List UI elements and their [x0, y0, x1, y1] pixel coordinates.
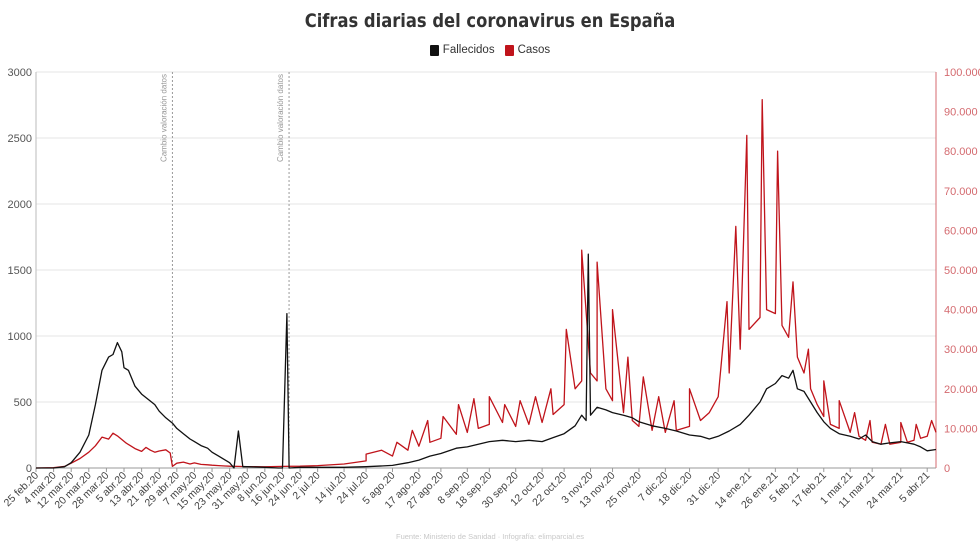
- right-axis-tick-label: 50.000: [944, 265, 978, 277]
- right-axis-tick-label: 60.000: [944, 225, 978, 237]
- right-axis-tick-label: 80.000: [944, 146, 978, 158]
- left-axis-tick-label: 0: [26, 463, 32, 475]
- legend-item-casos[interactable]: Casos: [504, 44, 551, 56]
- legend-swatch-casos: [504, 44, 514, 56]
- left-axis-tick-label: 2500: [8, 133, 32, 145]
- legend-item-fallecidos[interactable]: Fallecidos: [429, 44, 495, 56]
- legend-swatch-fallecidos: [429, 44, 439, 56]
- right-axis-tick-label: 20.000: [944, 384, 978, 396]
- chart-title: Cifras diarias del coronavirus en España: [304, 10, 676, 32]
- left-axis-tick-label: 2000: [8, 199, 32, 211]
- right-axis-tick-label: 40.000: [944, 305, 978, 317]
- right-axis-tick-label: 70.000: [944, 186, 978, 198]
- series-line-casos: [35, 99, 937, 469]
- legend-label-casos: Casos: [517, 44, 551, 56]
- right-axis-tick-label: 100.000: [944, 67, 980, 79]
- right-axis-tick-label: 10.000: [944, 423, 978, 435]
- left-axis-tick-label: 1000: [8, 331, 32, 343]
- reference-line-label: Cambio valoración datos: [276, 74, 285, 162]
- series-line-fallecidos: [36, 253, 937, 469]
- chart-source: Fuente: Ministerio de Sanidad · Infograf…: [395, 532, 584, 541]
- right-axis-tick-label: 0: [944, 463, 950, 475]
- left-axis-tick-label: 500: [14, 397, 32, 409]
- chart-legend: Fallecidos Casos: [0, 44, 980, 56]
- left-axis-tick-label: 3000: [8, 67, 32, 79]
- right-axis-tick-label: 30.000: [944, 344, 978, 356]
- left-axis-tick-label: 1500: [8, 265, 32, 277]
- reference-line-label: Cambio valoración datos: [159, 74, 168, 162]
- legend-label-fallecidos: Fallecidos: [442, 44, 495, 56]
- right-axis-tick-label: 90.000: [944, 107, 978, 119]
